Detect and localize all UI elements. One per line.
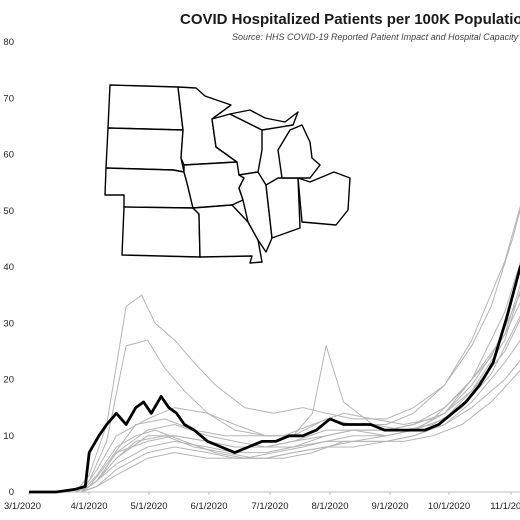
north-dakota-shape bbox=[107, 84, 184, 131]
state-series-line bbox=[29, 284, 520, 493]
ohio-shape bbox=[297, 171, 351, 226]
average-series-line bbox=[29, 264, 520, 494]
chart-axes bbox=[28, 491, 520, 495]
y-tick-label: 30 bbox=[3, 318, 14, 329]
x-tick-label: 6/1/2020 bbox=[191, 501, 228, 512]
south-dakota-shape bbox=[105, 127, 185, 173]
y-tick-label: 50 bbox=[3, 206, 14, 217]
state-series-line bbox=[29, 359, 520, 493]
y-tick-label: 0 bbox=[9, 487, 14, 498]
y-tick-label: 40 bbox=[3, 262, 14, 273]
y-tick-label: 80 bbox=[3, 37, 14, 48]
state-series-line bbox=[29, 293, 520, 493]
x-axis-tick-labels: 3/1/2020 4/1/2020 5/1/2020 6/1/2020 7/1/2020… bbox=[4, 501, 520, 512]
state-series-line bbox=[29, 208, 520, 493]
state-series-line bbox=[29, 301, 520, 493]
x-tick-label: 9/1/2020 bbox=[372, 501, 409, 512]
x-tick-label: 5/1/2020 bbox=[131, 501, 168, 512]
state-series-lines bbox=[29, 205, 520, 494]
state-series-line bbox=[29, 315, 520, 493]
x-tick-label: 7/1/2020 bbox=[252, 501, 289, 512]
midwest-states-map-icon bbox=[104, 84, 351, 264]
illinois-shape bbox=[238, 171, 273, 253]
x-tick-label: 3/1/2020 bbox=[4, 501, 41, 512]
y-tick-label: 60 bbox=[3, 150, 14, 161]
iowa-shape bbox=[183, 161, 245, 209]
michigan-upper-shape bbox=[229, 109, 299, 131]
indiana-shape bbox=[265, 177, 301, 239]
missouri-shape bbox=[192, 204, 263, 264]
y-axis-tick-labels: 0 10 20 30 40 50 60 70 80 bbox=[3, 37, 14, 498]
chart-title: COVID Hospitalized Patients per 100K Pop… bbox=[180, 11, 520, 28]
y-tick-label: 20 bbox=[3, 375, 14, 386]
x-tick-label: 10/1/2020 bbox=[428, 501, 470, 512]
x-tick-label: 4/1/2020 bbox=[71, 501, 108, 512]
michigan-lower-shape bbox=[277, 124, 321, 179]
state-series-line bbox=[29, 205, 520, 493]
x-tick-label: 11/1/2020 bbox=[490, 501, 520, 512]
y-tick-label: 70 bbox=[3, 93, 14, 104]
kansas-shape bbox=[121, 206, 201, 258]
x-tick-label: 8/1/2020 bbox=[312, 501, 349, 512]
nebraska-shape bbox=[104, 167, 194, 209]
state-series-line bbox=[29, 339, 520, 493]
state-series-line bbox=[29, 289, 520, 493]
y-tick-label: 10 bbox=[3, 431, 14, 442]
chart-subtitle: Source: HHS COVID-19 Reported Patient Im… bbox=[232, 32, 520, 42]
